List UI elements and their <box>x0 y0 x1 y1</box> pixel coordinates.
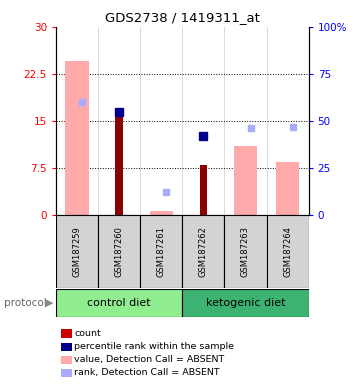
Bar <box>56 215 98 288</box>
Text: ketogenic diet: ketogenic diet <box>206 298 285 308</box>
Text: GSM187260: GSM187260 <box>115 226 123 277</box>
Text: control diet: control diet <box>87 298 151 308</box>
Bar <box>115 116 123 215</box>
Bar <box>140 215 182 288</box>
Text: GSM187262: GSM187262 <box>199 226 208 277</box>
Text: GSM187261: GSM187261 <box>157 226 166 277</box>
Bar <box>234 146 257 215</box>
Bar <box>225 215 266 288</box>
Text: ▶: ▶ <box>44 298 53 308</box>
Text: GSM187259: GSM187259 <box>73 226 82 277</box>
Text: GSM187263: GSM187263 <box>241 226 250 277</box>
Bar <box>150 211 173 215</box>
Text: value, Detection Call = ABSENT: value, Detection Call = ABSENT <box>74 355 224 364</box>
Text: percentile rank within the sample: percentile rank within the sample <box>74 342 234 351</box>
Text: GSM187264: GSM187264 <box>283 226 292 277</box>
Title: GDS2738 / 1419311_at: GDS2738 / 1419311_at <box>105 11 260 24</box>
Bar <box>65 61 88 215</box>
Text: protocol: protocol <box>4 298 46 308</box>
Bar <box>182 289 309 317</box>
Bar <box>98 215 140 288</box>
Bar <box>56 289 182 317</box>
Bar <box>182 215 225 288</box>
Bar <box>266 215 309 288</box>
Bar <box>200 166 207 215</box>
Text: rank, Detection Call = ABSENT: rank, Detection Call = ABSENT <box>74 368 219 377</box>
Bar <box>276 162 299 215</box>
Text: count: count <box>74 329 101 338</box>
